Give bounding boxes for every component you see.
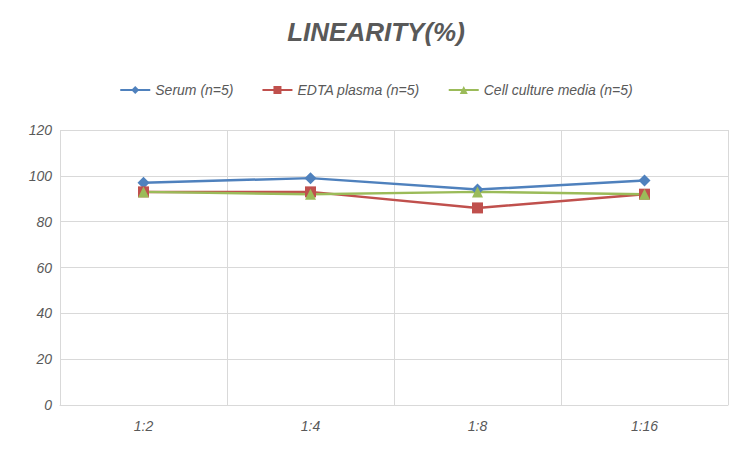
svg-text:LINEARITY(%): LINEARITY(%) [287,17,465,47]
svg-text:Serum (n=5): Serum (n=5) [155,82,233,98]
svg-text:0: 0 [44,397,52,413]
svg-text:1:4: 1:4 [301,418,321,434]
svg-text:100: 100 [29,168,53,184]
svg-text:1:16: 1:16 [631,418,658,434]
svg-text:120: 120 [29,122,53,138]
svg-text:40: 40 [36,305,52,321]
svg-text:20: 20 [35,351,52,367]
svg-text:1:8: 1:8 [468,418,488,434]
svg-text:EDTA plasma (n=5): EDTA plasma (n=5) [297,82,419,98]
svg-text:80: 80 [36,214,52,230]
svg-text:Cell culture media (n=5): Cell culture media (n=5) [484,82,633,98]
svg-text:60: 60 [36,260,52,276]
svg-text:1:2: 1:2 [134,418,154,434]
